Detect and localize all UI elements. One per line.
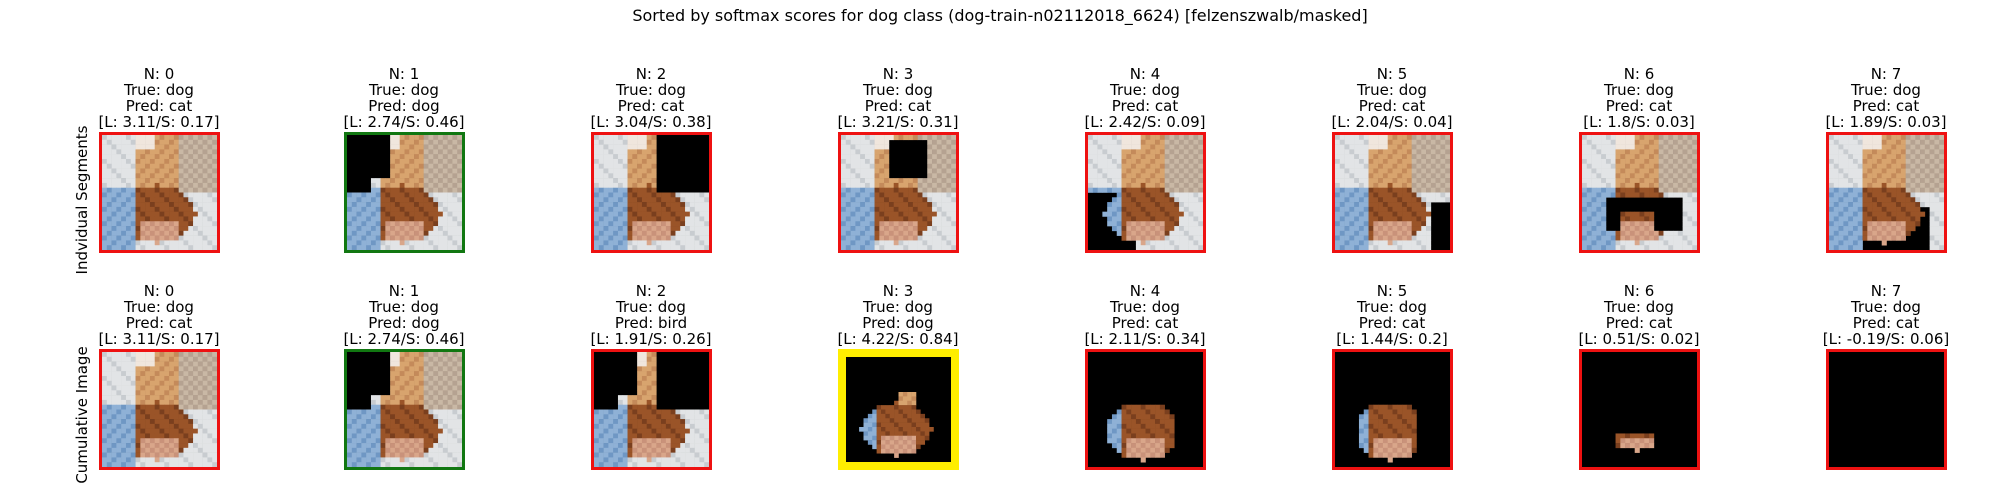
predicted-label: Pred: cat <box>864 97 932 115</box>
score-label: [L: 1.44/S: 0.2] <box>1336 330 1448 348</box>
true-label: True: dog <box>124 81 194 99</box>
panel-index: N: 3 <box>882 282 914 300</box>
image-panel: N: 2 True: dog Pred: bird [L: 1.91/S: 0.26] <box>571 283 731 470</box>
image-panel: N: 6 True: dog Pred: cat [L: 0.51/S: 0.02] <box>1559 283 1719 470</box>
predicted-label: Pred: dog <box>862 314 934 332</box>
score-label: [L: 0.51/S: 0.02] <box>1578 330 1700 348</box>
score-label: [L: 3.04/S: 0.38] <box>590 113 712 131</box>
panel-index: N: 6 <box>1623 282 1655 300</box>
predicted-label: Pred: cat <box>1358 97 1426 115</box>
segment-image <box>590 132 712 253</box>
segment-image <box>1331 349 1453 470</box>
segment-image <box>1578 349 1700 470</box>
true-label: True: dog <box>616 81 686 99</box>
true-label: True: dog <box>1604 298 1674 316</box>
panel-index: N: 0 <box>143 282 175 300</box>
image-panel: N: 4 True: dog Pred: cat [L: 2.11/S: 0.34] <box>1065 283 1225 470</box>
score-label: [L: 2.74/S: 0.46] <box>343 330 465 348</box>
image-panel: N: 7 True: dog Pred: cat [L: 1.89/S: 0.03] <box>1806 66 1966 253</box>
predicted-label: Pred: dog <box>368 97 440 115</box>
predicted-label: Pred: cat <box>1605 314 1673 332</box>
predicted-label: Pred: cat <box>1111 314 1179 332</box>
predicted-label: Pred: cat <box>1605 97 1673 115</box>
panel-index: N: 2 <box>635 65 667 83</box>
predicted-label: Pred: cat <box>1358 314 1426 332</box>
true-label: True: dog <box>1357 81 1427 99</box>
true-label: True: dog <box>124 298 194 316</box>
image-panel: N: 6 True: dog Pred: cat [L: 1.8/S: 0.03] <box>1559 66 1719 253</box>
segment-image <box>1084 349 1206 470</box>
segment-image <box>98 349 220 470</box>
panel-index: N: 7 <box>1870 65 1902 83</box>
score-label: [L: -0.19/S: 0.06] <box>1822 330 1950 348</box>
score-label: [L: 4.22/S: 0.84] <box>837 330 959 348</box>
panel-index: N: 1 <box>388 65 420 83</box>
segment-image <box>1084 132 1206 253</box>
score-label: [L: 2.74/S: 0.46] <box>343 113 465 131</box>
true-label: True: dog <box>863 298 933 316</box>
score-label: [L: 1.91/S: 0.26] <box>590 330 712 348</box>
score-label: [L: 2.04/S: 0.04] <box>1331 113 1453 131</box>
true-label: True: dog <box>1110 298 1180 316</box>
segment-image <box>1825 349 1947 470</box>
score-label: [L: 1.89/S: 0.03] <box>1825 113 1947 131</box>
score-label: [L: 1.8/S: 0.03] <box>1583 113 1695 131</box>
image-panel: N: 1 True: dog Pred: dog [L: 2.74/S: 0.46] <box>324 283 484 470</box>
score-label: [L: 3.11/S: 0.17] <box>98 113 220 131</box>
predicted-label: Pred: bird <box>614 314 688 332</box>
segment-image <box>343 349 465 470</box>
true-label: True: dog <box>616 298 686 316</box>
score-label: [L: 3.11/S: 0.17] <box>98 330 220 348</box>
panel-index: N: 6 <box>1623 65 1655 83</box>
true-label: True: dog <box>863 81 933 99</box>
segment-image <box>1578 132 1700 253</box>
panel-index: N: 1 <box>388 282 420 300</box>
panel-index: N: 0 <box>143 65 175 83</box>
segment-image <box>590 349 712 470</box>
true-label: True: dog <box>1357 298 1427 316</box>
panel-index: N: 7 <box>1870 282 1902 300</box>
segment-image <box>343 132 465 253</box>
true-label: True: dog <box>1851 81 1921 99</box>
score-label: [L: 2.11/S: 0.34] <box>1084 330 1206 348</box>
segment-image <box>1331 132 1453 253</box>
image-panel: N: 7 True: dog Pred: cat [L: -0.19/S: 0.06] <box>1806 283 1966 470</box>
predicted-label: Pred: dog <box>368 314 440 332</box>
panel-index: N: 3 <box>882 65 914 83</box>
true-label: True: dog <box>1851 298 1921 316</box>
panel-index: N: 5 <box>1376 282 1408 300</box>
score-label: [L: 3.21/S: 0.31] <box>837 113 959 131</box>
image-panel: N: 5 True: dog Pred: cat [L: 1.44/S: 0.2] <box>1312 283 1472 470</box>
figure-title: Sorted by softmax scores for dog class (… <box>632 6 1368 25</box>
segment-image <box>98 132 220 253</box>
image-panel: N: 3 True: dog Pred: dog [L: 4.22/S: 0.84] <box>818 283 978 470</box>
predicted-label: Pred: cat <box>1852 97 1920 115</box>
true-label: True: dog <box>1110 81 1180 99</box>
image-panel: N: 3 True: dog Pred: cat [L: 3.21/S: 0.31] <box>818 66 978 253</box>
true-label: True: dog <box>1604 81 1674 99</box>
panel-index: N: 5 <box>1376 65 1408 83</box>
segment-image <box>1825 132 1947 253</box>
predicted-label: Pred: cat <box>125 97 193 115</box>
image-panel: N: 1 True: dog Pred: dog [L: 2.74/S: 0.46] <box>324 66 484 253</box>
image-panel: N: 0 True: dog Pred: cat [L: 3.11/S: 0.17] <box>79 283 239 470</box>
image-panel: N: 4 True: dog Pred: cat [L: 2.42/S: 0.09] <box>1065 66 1225 253</box>
predicted-label: Pred: cat <box>1111 97 1179 115</box>
predicted-label: Pred: cat <box>125 314 193 332</box>
segment-image <box>837 349 959 470</box>
true-label: True: dog <box>369 81 439 99</box>
panel-index: N: 4 <box>1129 65 1161 83</box>
predicted-label: Pred: cat <box>1852 314 1920 332</box>
predicted-label: Pred: cat <box>617 97 685 115</box>
segment-image <box>837 132 959 253</box>
image-panel: N: 0 True: dog Pred: cat [L: 3.11/S: 0.17] <box>79 66 239 253</box>
panel-index: N: 2 <box>635 282 667 300</box>
true-label: True: dog <box>369 298 439 316</box>
score-label: [L: 2.42/S: 0.09] <box>1084 113 1206 131</box>
panel-index: N: 4 <box>1129 282 1161 300</box>
image-panel: N: 5 True: dog Pred: cat [L: 2.04/S: 0.04] <box>1312 66 1472 253</box>
image-panel: N: 2 True: dog Pred: cat [L: 3.04/S: 0.38] <box>571 66 731 253</box>
